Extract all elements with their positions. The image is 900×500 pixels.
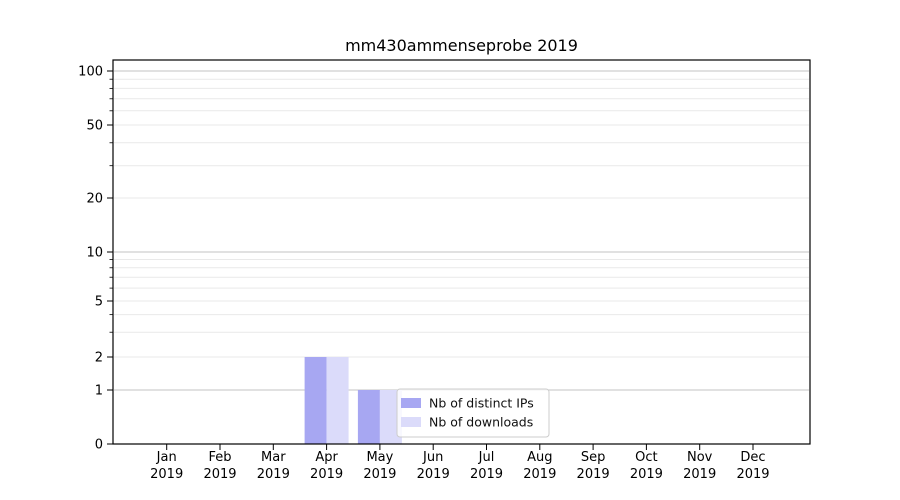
legend bbox=[396, 388, 550, 438]
x-tick-year-label: 2019 bbox=[203, 467, 236, 482]
x-tick-month-label: Jul bbox=[478, 450, 495, 465]
x-tick-year-label: 2019 bbox=[470, 467, 503, 482]
legend-swatch-0 bbox=[401, 398, 421, 408]
y-tick-label: 50 bbox=[86, 119, 103, 134]
x-tick-month-label: Mar bbox=[261, 450, 286, 465]
x-tick-year-label: 2019 bbox=[363, 467, 396, 482]
x-tick-year-label: 2019 bbox=[523, 467, 556, 482]
x-tick-year-label: 2019 bbox=[630, 467, 663, 482]
legend-swatch-1 bbox=[401, 417, 421, 427]
x-tick-month-label: Oct bbox=[635, 450, 657, 465]
x-tick-month-label: Nov bbox=[687, 450, 713, 465]
y-tick-label: 100 bbox=[78, 65, 103, 80]
legend-label-0: Nb of distinct IPs bbox=[429, 396, 534, 411]
x-tick-year-label: 2019 bbox=[577, 467, 610, 482]
bar-distinct-ips-apr bbox=[304, 357, 327, 444]
bar-distinct-ips-may bbox=[357, 390, 380, 444]
x-tick-month-label: Aug bbox=[527, 450, 552, 465]
x-tick-year-label: 2019 bbox=[683, 467, 716, 482]
y-tick-label: 1 bbox=[95, 384, 103, 399]
x-tick-month-label: Apr bbox=[315, 450, 338, 465]
x-tick-year-label: 2019 bbox=[417, 467, 450, 482]
y-tick-label: 10 bbox=[86, 246, 103, 261]
chart-title: mm430ammenseprobe 2019 bbox=[345, 36, 578, 55]
x-tick-month-label: May bbox=[366, 450, 393, 465]
x-tick-year-label: 2019 bbox=[736, 467, 769, 482]
x-tick-month-label: Jun bbox=[422, 450, 443, 465]
x-tick-month-label: Dec bbox=[740, 450, 765, 465]
bar-downloads-may bbox=[379, 390, 402, 444]
bar-downloads-apr bbox=[326, 357, 349, 444]
x-tick-month-label: Sep bbox=[581, 450, 606, 465]
y-tick-label: 2 bbox=[95, 351, 103, 366]
legend-label-1: Nb of downloads bbox=[429, 415, 533, 430]
x-tick-month-label: Jan bbox=[156, 450, 177, 465]
y-tick-label: 20 bbox=[86, 192, 103, 207]
x-tick-year-label: 2019 bbox=[310, 467, 343, 482]
y-tick-label: 0 bbox=[95, 438, 103, 453]
y-tick-label: 5 bbox=[95, 295, 103, 310]
x-tick-month-label: Feb bbox=[208, 450, 231, 465]
x-tick-year-label: 2019 bbox=[150, 467, 183, 482]
x-tick-year-label: 2019 bbox=[257, 467, 290, 482]
